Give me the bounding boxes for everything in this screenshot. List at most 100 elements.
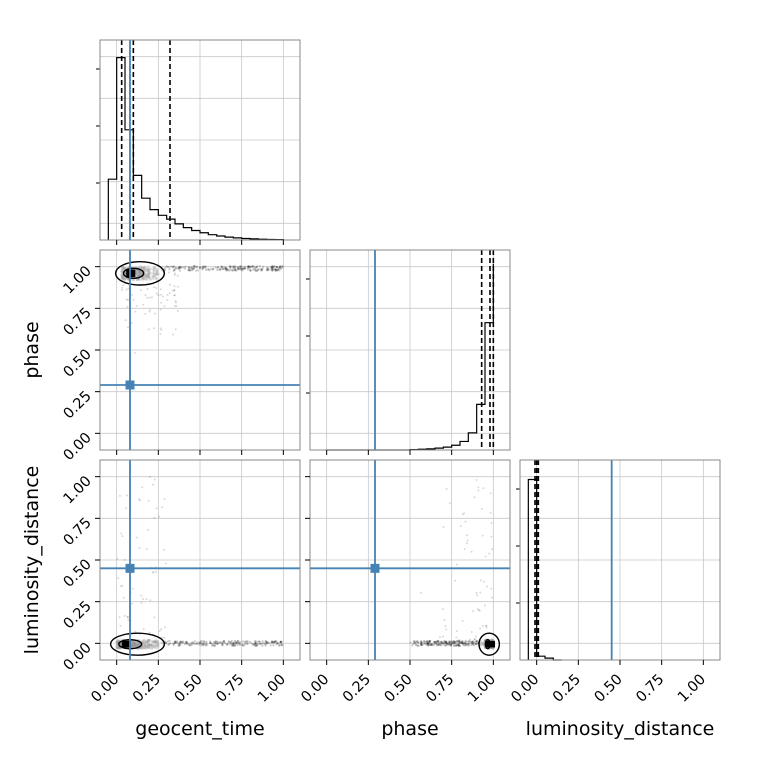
sample-point [258,640,262,643]
sample-point [444,640,448,643]
sample-point [190,641,193,645]
density-peak [486,640,496,648]
sample-point [249,269,252,272]
sample-point [159,327,162,330]
sample-point [274,268,277,271]
sample-point [220,641,223,644]
sample-point [149,475,152,478]
sample-point [178,643,181,646]
sample-point [135,304,138,307]
sample-point [155,507,158,510]
sample-point [198,641,201,644]
sample-point [429,643,432,646]
sample-point [232,643,235,646]
sample-point [168,283,171,286]
sample-point [208,269,211,272]
sample-point [165,265,168,268]
sample-point [159,332,162,335]
y-tick-label: 0.25 [61,598,95,632]
sample-point [192,268,195,271]
sample-point [204,643,207,646]
sample-point [447,643,450,646]
sample-point [191,268,194,272]
sample-point [177,644,181,647]
sample-point [449,641,452,644]
sample-point [173,640,177,644]
sample-point [267,267,270,270]
y-tick-label: 0.75 [61,515,95,549]
sample-point [148,296,151,299]
sample-point [457,640,460,643]
sample-point [239,265,242,268]
sample-point [435,642,438,646]
sample-point [163,636,166,639]
sample-point [450,642,454,645]
sample-point [257,643,260,646]
sample-point [239,265,242,268]
sample-point [458,641,461,644]
sample-point [425,642,428,646]
sample-point [278,269,281,272]
sample-point [482,487,485,490]
sample-point [220,266,224,269]
sample-point [281,264,284,268]
sample-point [217,266,220,269]
sample-point [243,267,246,270]
sample-point [157,515,160,518]
sample-point [438,644,441,647]
sample-point [133,351,136,354]
sample-point [155,571,158,574]
sample-point [465,643,469,646]
sample-point [435,641,438,644]
sample-point [212,644,215,647]
sample-point [463,512,466,515]
sample-point [275,643,278,646]
sample-point [445,488,448,491]
sample-point [127,298,130,301]
sample-point [204,266,207,269]
sample-point [271,266,275,269]
sample-point [236,644,239,647]
sample-point [166,265,169,269]
sample-point [458,644,461,647]
sample-point [444,641,448,644]
sample-point [270,268,273,272]
sample-point [196,269,200,272]
sample-point [255,269,258,272]
sample-point [462,641,465,644]
truth-marker [370,563,380,573]
sample-point [232,269,236,272]
sample-point [278,265,281,268]
sample-point [229,643,232,646]
sample-point [485,626,488,629]
sample-point [471,640,474,643]
sample-point [455,640,458,643]
x-tick-label: 1.00 [465,672,499,706]
sample-point [238,643,242,647]
sample-point [490,535,493,538]
sample-point [238,267,241,271]
sample-point [232,641,235,645]
sample-point [489,511,492,514]
sample-point [226,642,229,646]
sample-point [479,579,482,582]
sample-point [195,642,198,646]
sample-point [221,641,224,645]
truth-marker [125,563,135,573]
sample-point [218,268,221,271]
sample-point [429,639,432,643]
sample-point [443,642,446,645]
sample-point [127,619,130,622]
sample-point [425,643,428,646]
sample-point [477,489,480,492]
sample-point [463,642,467,645]
sample-point [234,641,238,645]
sample-point [230,641,233,644]
sample-point [443,640,446,643]
sample-point [281,644,284,647]
sample-point [437,643,440,646]
sample-point [446,643,449,646]
sample-point [479,591,482,594]
sample-point [131,587,134,590]
sample-point [467,640,470,643]
